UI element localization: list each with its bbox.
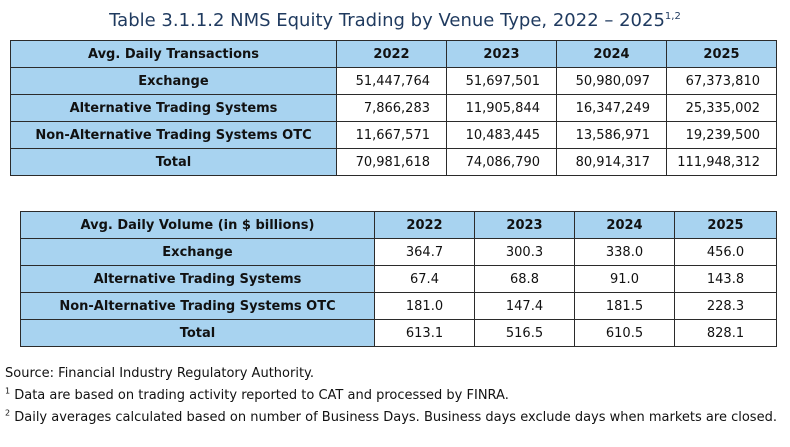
- column-header-year: 2024: [574, 211, 675, 239]
- column-header-year: 2023: [474, 211, 575, 239]
- source-note: Source: Financial Industry Regulatory Au…: [5, 366, 315, 381]
- table-cell: 7,866,283: [336, 94, 447, 122]
- table-row: Exchange 51,447,764 51,697,501 50,980,09…: [10, 67, 777, 95]
- column-header-metric: Avg. Daily Transactions: [10, 40, 337, 68]
- table-cell: 613.1: [374, 319, 475, 347]
- table-cell: 516.5: [474, 319, 575, 347]
- table-cell: 181.5: [574, 292, 675, 320]
- table-header-row: Avg. Daily Volume (in $ billions) 2022 2…: [20, 211, 777, 239]
- table-title: Table 3.1.1.2 NMS Equity Trading by Venu…: [0, 10, 790, 31]
- table-title-text: Table 3.1.1.2 NMS Equity Trading by Venu…: [109, 10, 665, 31]
- column-header-year: 2022: [336, 40, 447, 68]
- table-row: Alternative Trading Systems 67.4 68.8 91…: [20, 265, 777, 293]
- footnote-mark: 2: [5, 408, 11, 418]
- volume-table: Avg. Daily Volume (in $ billions) 2022 2…: [20, 211, 777, 347]
- table-cell: 91.0: [574, 265, 675, 293]
- table-cell: 338.0: [574, 238, 675, 266]
- table-cell: 68.8: [474, 265, 575, 293]
- footnote-text: Data are based on trading activity repor…: [10, 388, 509, 403]
- table-cell: 80,914,317: [556, 148, 667, 176]
- table-row: Alternative Trading Systems 7,866,283 11…: [10, 94, 777, 122]
- footnote-2: 2 Daily averages calculated based on num…: [5, 407, 777, 429]
- column-header-year: 2023: [446, 40, 557, 68]
- table-row: Non-Alternative Trading Systems OTC 181.…: [20, 292, 777, 320]
- table-cell: 13,586,971: [556, 121, 667, 149]
- row-label: Alternative Trading Systems: [10, 94, 337, 122]
- table-row-total: Total 70,981,618 74,086,790 80,914,317 1…: [10, 148, 777, 176]
- table-cell: 143.8: [674, 265, 777, 293]
- table-cell: 11,667,571: [336, 121, 447, 149]
- table-header-row: Avg. Daily Transactions 2022 2023 2024 2…: [10, 40, 777, 68]
- table-cell: 364.7: [374, 238, 475, 266]
- column-header-year: 2025: [674, 211, 777, 239]
- table-cell: 10,483,445: [446, 121, 557, 149]
- row-label: Exchange: [20, 238, 375, 266]
- title-footnote-marks: 1,2: [664, 11, 681, 22]
- table-cell: 300.3: [474, 238, 575, 266]
- table-cell: 828.1: [674, 319, 777, 347]
- table-cell: 16,347,249: [556, 94, 667, 122]
- footnotes: Source: Financial Industry Regulatory Au…: [5, 363, 777, 429]
- row-label: Exchange: [10, 67, 337, 95]
- table-cell: 67.4: [374, 265, 475, 293]
- table-cell: 111,948,312: [666, 148, 777, 176]
- table-cell: 228.3: [674, 292, 777, 320]
- table-cell: 67,373,810: [666, 67, 777, 95]
- table-row: Non-Alternative Trading Systems OTC 11,6…: [10, 121, 777, 149]
- table-cell: 19,239,500: [666, 121, 777, 149]
- column-header-year: 2022: [374, 211, 475, 239]
- row-label: Alternative Trading Systems: [20, 265, 375, 293]
- footnote-text: Daily averages calculated based on numbe…: [10, 410, 777, 425]
- column-header-year: 2024: [556, 40, 667, 68]
- row-label: Non-Alternative Trading Systems OTC: [10, 121, 337, 149]
- table-cell: 25,335,002: [666, 94, 777, 122]
- table-cell: 51,697,501: [446, 67, 557, 95]
- column-header-metric: Avg. Daily Volume (in $ billions): [20, 211, 375, 239]
- footnote-mark: 1: [5, 386, 11, 396]
- table-row: Exchange 364.7 300.3 338.0 456.0: [20, 238, 777, 266]
- row-label: Total: [10, 148, 337, 176]
- transactions-table: Avg. Daily Transactions 2022 2023 2024 2…: [10, 40, 777, 176]
- table-cell: 11,905,844: [446, 94, 557, 122]
- table-cell: 50,980,097: [556, 67, 667, 95]
- table-row-total: Total 613.1 516.5 610.5 828.1: [20, 319, 777, 347]
- row-label: Non-Alternative Trading Systems OTC: [20, 292, 375, 320]
- table-cell: 147.4: [474, 292, 575, 320]
- table-cell: 70,981,618: [336, 148, 447, 176]
- column-header-year: 2025: [666, 40, 777, 68]
- table-cell: 456.0: [674, 238, 777, 266]
- row-label: Total: [20, 319, 375, 347]
- table-cell: 181.0: [374, 292, 475, 320]
- table-cell: 74,086,790: [446, 148, 557, 176]
- table-cell: 51,447,764: [336, 67, 447, 95]
- footnote-1: 1 Data are based on trading activity rep…: [5, 385, 777, 407]
- table-cell: 610.5: [574, 319, 675, 347]
